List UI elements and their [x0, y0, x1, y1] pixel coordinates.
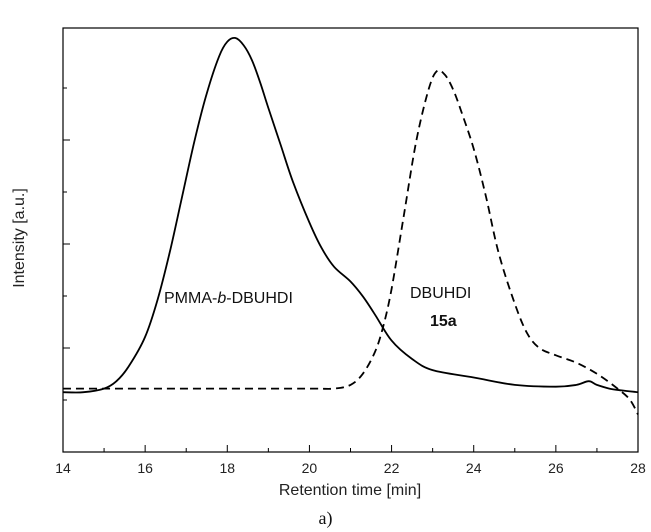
x-axis-ticks: 14 16 18 20 22 24 26 28	[55, 445, 646, 476]
x-tick-label: 20	[302, 460, 318, 476]
series-label-suffix: -DBUHDI	[226, 290, 293, 307]
x-tick-label: 16	[137, 460, 153, 476]
x-axis-title: Retention time [min]	[279, 482, 421, 499]
series-layer	[62, 36, 639, 415]
series-line-pmma-b-dbuhdi	[62, 36, 639, 394]
x-tick-label: 26	[548, 460, 564, 476]
series-label-italic: b	[217, 290, 226, 307]
series-label-dbuhdi: DBUHDI	[410, 285, 471, 302]
series-label-pmma-b-dbuhdi: PMMA-b-DBUHDI	[164, 290, 293, 307]
series-line-dbuhdi-15a	[63, 69, 639, 415]
y-axis-title: Intensity [a.u.]	[11, 188, 28, 288]
x-tick-label: 28	[630, 460, 646, 476]
x-tick-label: 24	[466, 460, 482, 476]
x-tick-label: 22	[384, 460, 400, 476]
figure-caption: a)	[318, 508, 333, 528]
plot-frame	[62, 27, 639, 453]
y-axis-ticks	[63, 87, 70, 453]
x-tick-label: 14	[55, 460, 71, 476]
x-tick-label: 18	[219, 460, 235, 476]
series-label-prefix: PMMA-	[164, 290, 217, 307]
series-label-15a: 15a	[430, 313, 457, 330]
